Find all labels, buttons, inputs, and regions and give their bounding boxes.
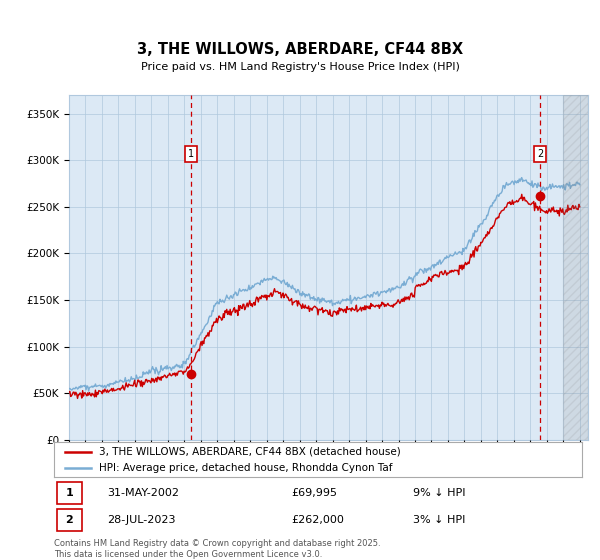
Text: HPI: Average price, detached house, Rhondda Cynon Taf: HPI: Average price, detached house, Rhon… [99,464,392,473]
Text: 3, THE WILLOWS, ABERDARE, CF44 8BX (detached house): 3, THE WILLOWS, ABERDARE, CF44 8BX (deta… [99,447,401,457]
Text: Price paid vs. HM Land Registry's House Price Index (HPI): Price paid vs. HM Land Registry's House … [140,62,460,72]
Text: 2: 2 [65,515,73,525]
Text: 3% ↓ HPI: 3% ↓ HPI [413,515,466,525]
Text: 9% ↓ HPI: 9% ↓ HPI [413,488,466,498]
Text: 31-MAY-2002: 31-MAY-2002 [107,488,179,498]
Text: Contains HM Land Registry data © Crown copyright and database right 2025.
This d: Contains HM Land Registry data © Crown c… [54,539,380,559]
Text: 28-JUL-2023: 28-JUL-2023 [107,515,175,525]
FancyBboxPatch shape [56,510,82,531]
Text: £262,000: £262,000 [292,515,344,525]
Text: 1: 1 [188,149,194,159]
Text: 2: 2 [537,149,543,159]
FancyBboxPatch shape [56,482,82,503]
Text: 3, THE WILLOWS, ABERDARE, CF44 8BX: 3, THE WILLOWS, ABERDARE, CF44 8BX [137,42,463,57]
Text: 1: 1 [65,488,73,498]
Text: £69,995: £69,995 [292,488,338,498]
